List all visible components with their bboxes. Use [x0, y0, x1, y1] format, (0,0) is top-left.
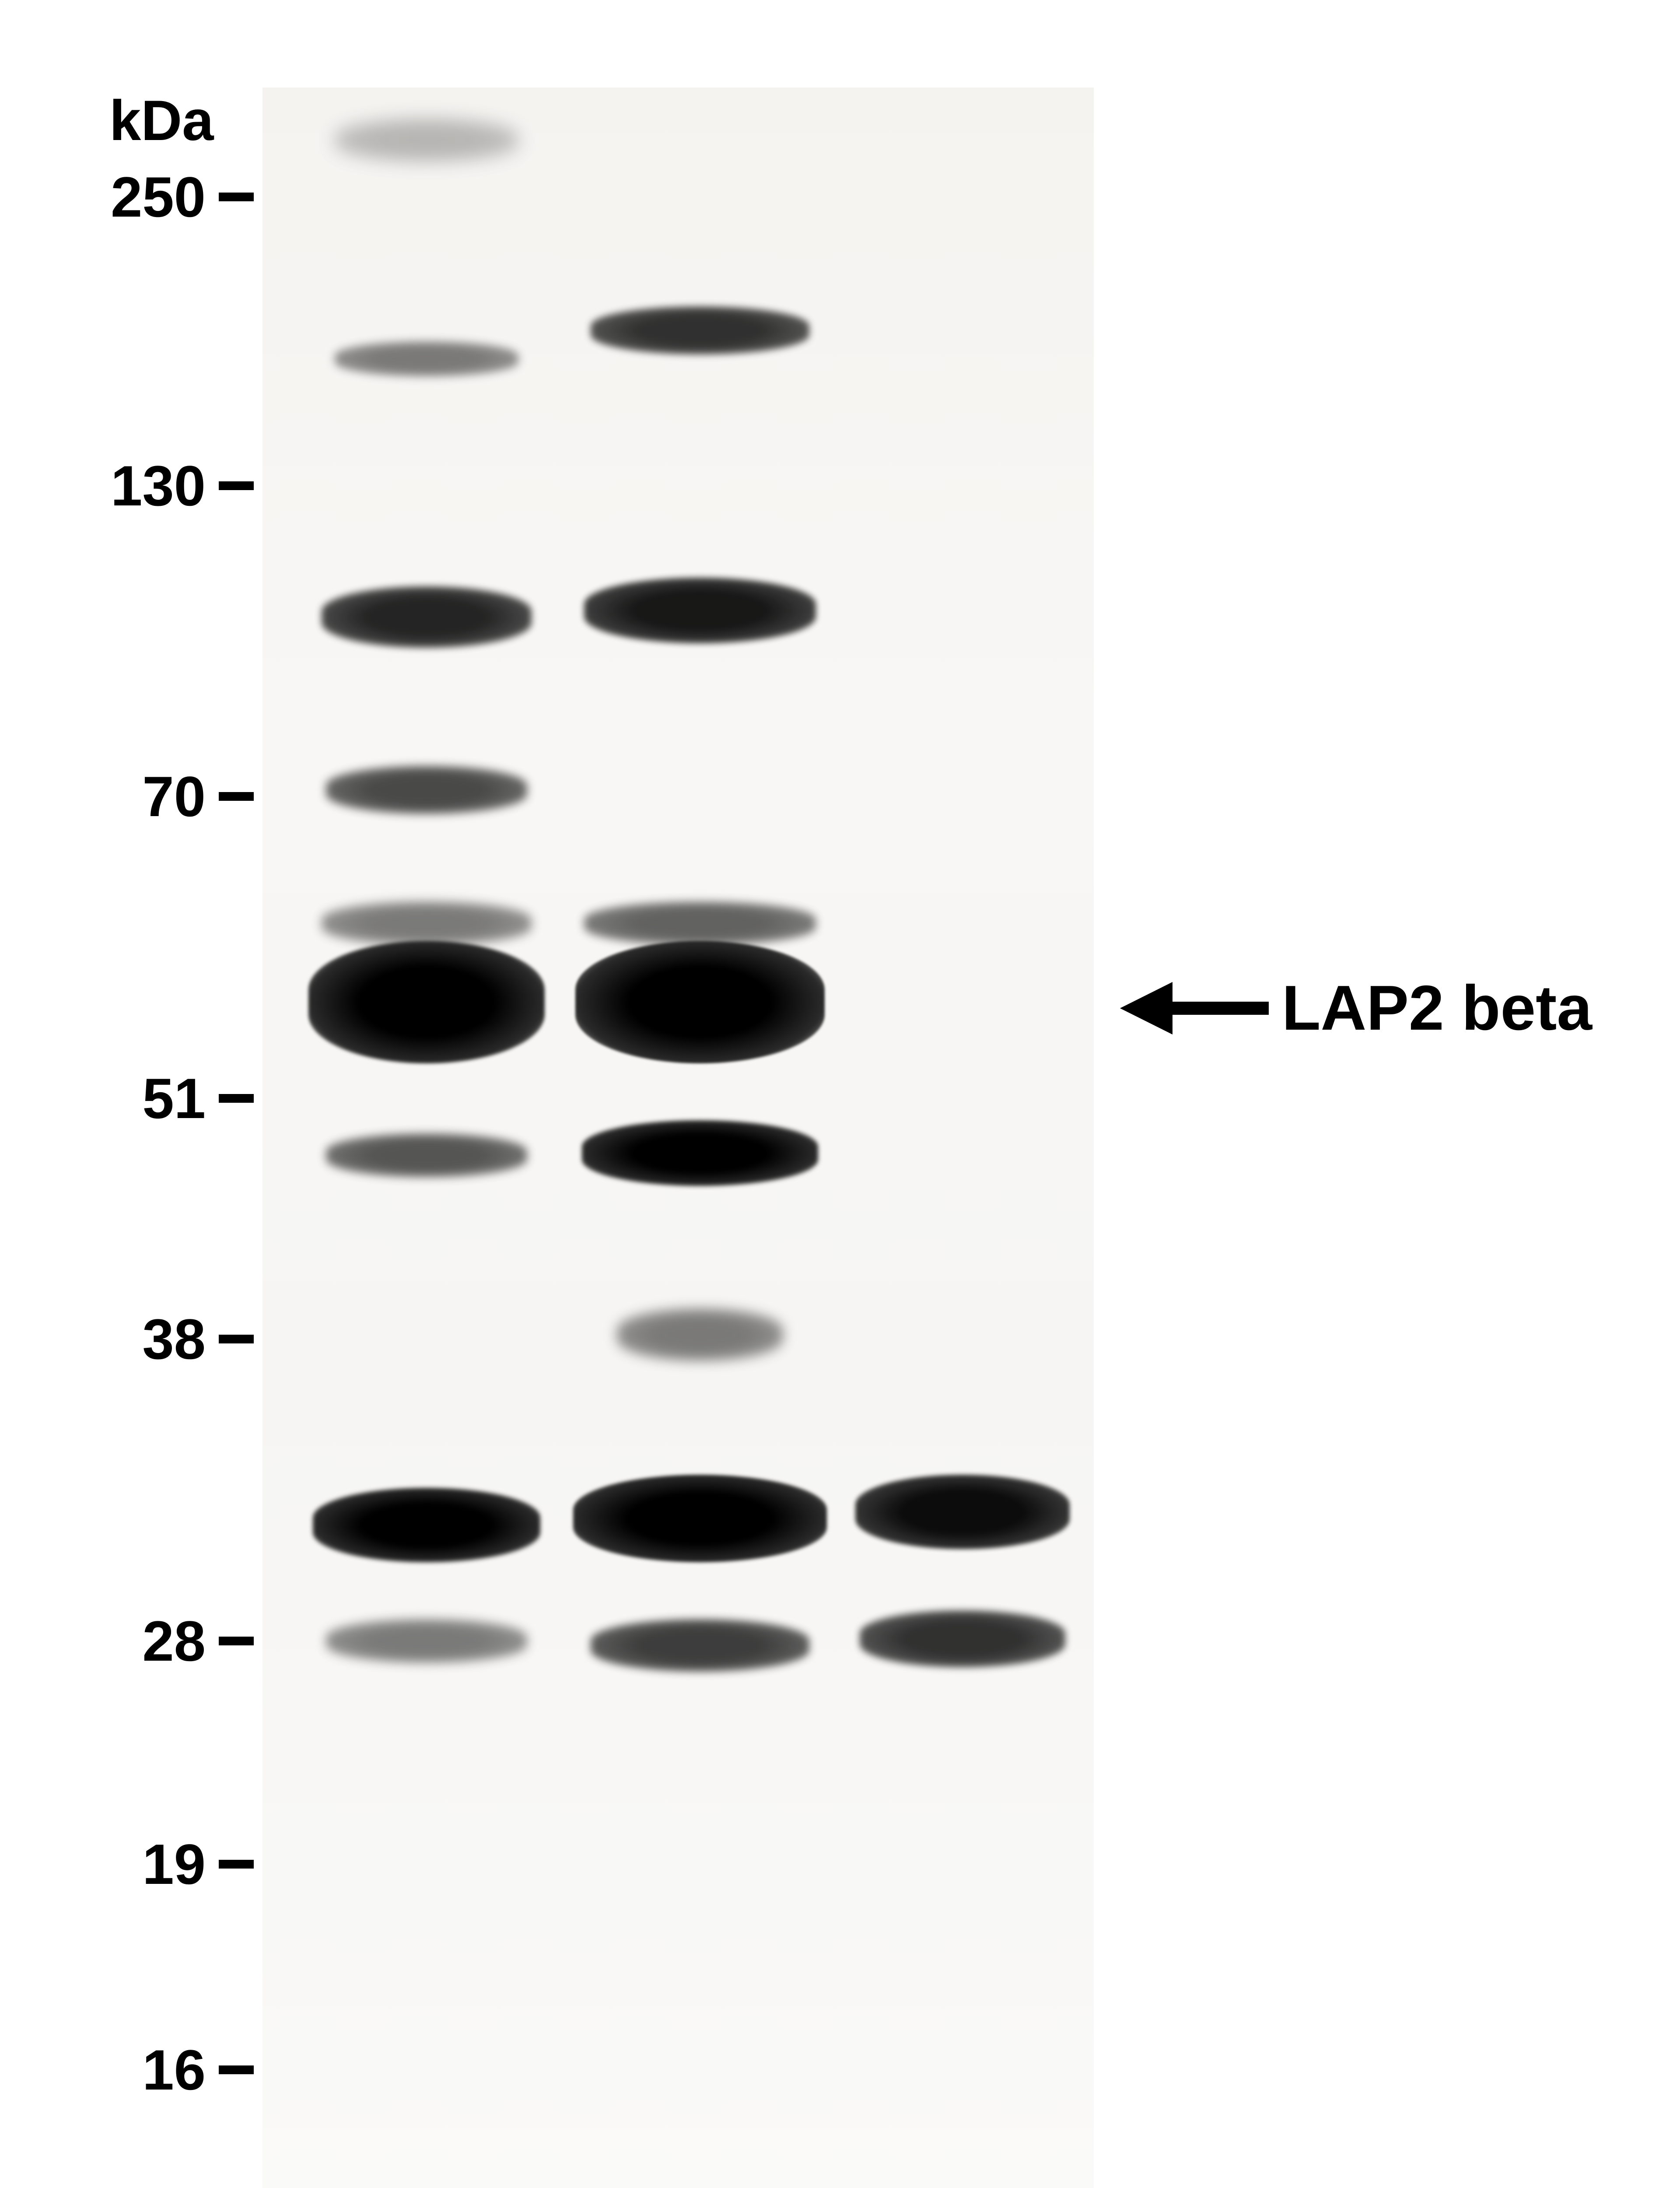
mw-marker-19: 19: [74, 1831, 206, 1897]
band-293t-12: [575, 941, 825, 1063]
band-hela-4: [322, 901, 532, 945]
band-293t-10: [584, 578, 816, 643]
band-293t-14: [617, 1308, 783, 1361]
mw-marker-250: 250: [74, 164, 206, 230]
band-hela-5: [308, 941, 545, 1063]
band-293t-15: [573, 1475, 827, 1562]
mw-marker-38: 38: [74, 1306, 206, 1372]
band-hela-7: [313, 1488, 540, 1562]
band-hela-8: [326, 1619, 527, 1663]
target-protein-label: LAP2 beta: [1282, 971, 1592, 1045]
band-293t-13: [582, 1120, 818, 1186]
band-hela-6: [326, 1133, 527, 1177]
western-blot-figure: kDa 250130705138281916 LAP2 beta HeLa293…: [0, 0, 1680, 2188]
band-293t-11: [584, 901, 816, 945]
mw-marker-51: 51: [74, 1066, 206, 1131]
band-hela-0: [335, 118, 518, 162]
mw-marker-28: 28: [74, 1608, 206, 1674]
mw-tick-28: [219, 1637, 254, 1645]
band-jurkat-17: [855, 1475, 1070, 1549]
band-293t-9: [591, 306, 809, 354]
mw-tick-70: [219, 792, 254, 801]
band-hela-2: [322, 586, 532, 648]
arrow-head-icon: [1120, 982, 1172, 1034]
band-hela-1: [335, 341, 518, 376]
mw-tick-19: [219, 1860, 254, 1869]
mw-tick-250: [219, 193, 254, 201]
mw-tick-130: [219, 481, 254, 490]
unit-label: kDa: [109, 88, 214, 153]
band-hela-3: [326, 766, 527, 814]
target-arrow: LAP2 beta: [1120, 971, 1592, 1045]
mw-marker-70: 70: [74, 764, 206, 829]
mw-tick-38: [219, 1335, 254, 1343]
mw-marker-16: 16: [74, 2037, 206, 2103]
band-293t-16: [591, 1619, 809, 1672]
mw-tick-16: [219, 2065, 254, 2074]
mw-tick-51: [219, 1094, 254, 1103]
arrow-shaft: [1172, 1002, 1269, 1015]
mw-marker-130: 130: [74, 453, 206, 519]
band-jurkat-18: [860, 1610, 1065, 1667]
